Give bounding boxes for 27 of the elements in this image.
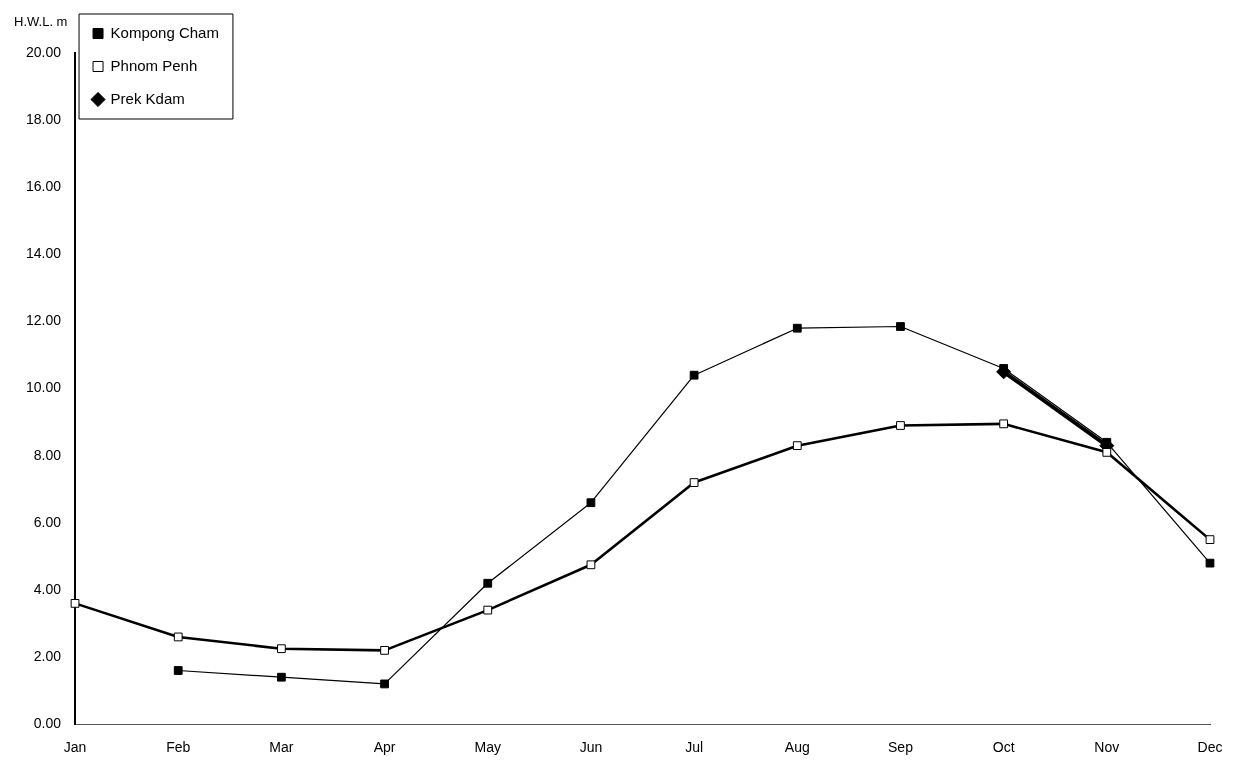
y-tick-label: 2.00 xyxy=(33,647,62,664)
y-tick-label: 6.00 xyxy=(33,513,62,530)
legend-label: Kompong Cham xyxy=(110,23,219,41)
x-tick-label: Jul xyxy=(685,739,704,756)
x-tick-label: Aug xyxy=(784,739,810,756)
x-tick-label: Oct xyxy=(992,739,1015,756)
legend-label: Prek Kdam xyxy=(110,89,185,107)
x-tick-label: May xyxy=(474,739,501,756)
y-tick-label: 20.00 xyxy=(25,43,62,60)
y-axis-title: H.W.L. m xyxy=(14,14,68,30)
x-tick-label: Jan xyxy=(63,739,87,756)
y-tick-label: 8.00 xyxy=(33,446,62,463)
x-tick-label: Nov xyxy=(1094,739,1120,756)
y-tick-label: 4.00 xyxy=(33,580,62,597)
y-tick-label: 14.00 xyxy=(25,245,62,262)
x-tick-label: Feb xyxy=(166,739,191,756)
x-tick-label: Apr xyxy=(373,739,396,756)
x-tick-label: Dec xyxy=(1197,739,1223,756)
y-tick-label: 0.00 xyxy=(33,715,62,732)
legend-label: Phnom Penh xyxy=(110,56,198,74)
y-tick-label: 12.00 xyxy=(25,312,62,329)
y-tick-label: 10.00 xyxy=(25,379,62,396)
x-tick-label: Mar xyxy=(269,739,294,756)
y-tick-label: 18.00 xyxy=(25,110,62,127)
x-tick-label: Sep xyxy=(888,739,914,756)
y-tick-label: 16.00 xyxy=(25,178,62,195)
x-tick-label: Jun xyxy=(579,739,603,756)
